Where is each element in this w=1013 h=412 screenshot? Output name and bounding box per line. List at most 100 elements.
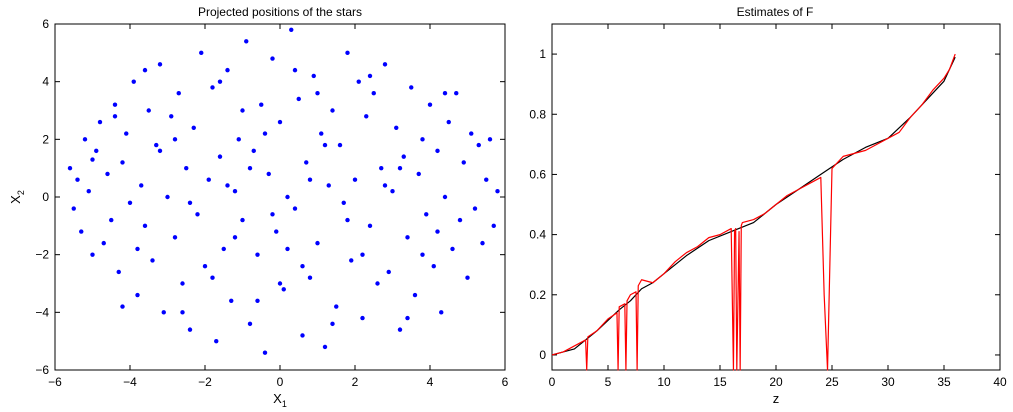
scatter-point: [435, 229, 440, 234]
scatter-point: [319, 131, 324, 136]
scatter-point: [82, 137, 88, 142]
scatter-point: [292, 67, 298, 73]
scatter-point: [244, 39, 249, 44]
scatter-point: [326, 183, 331, 188]
scatter-point: [232, 235, 238, 240]
line-series-group: [551, 53, 956, 371]
scatter-point: [277, 119, 283, 125]
scatter-panel: Projected positions of the stars −6 −4 −2 0…: [8, 5, 509, 409]
scatter-point: [307, 177, 313, 182]
scatter-point: [71, 206, 76, 211]
line-x-tick-label: 35: [937, 375, 951, 389]
scatter-point: [236, 137, 241, 142]
scatter-point: [240, 108, 245, 113]
scatter-point: [311, 73, 316, 79]
scatter-point: [442, 91, 448, 96]
scatter-point: [112, 102, 118, 107]
scatter-point: [109, 217, 114, 223]
scatter-point: [270, 56, 275, 61]
scatter-point: [412, 292, 418, 298]
scatter-point: [386, 269, 391, 275]
scatter-x-tick-label: −4: [123, 375, 137, 389]
scatter-point: [382, 62, 388, 67]
scatter-point: [405, 315, 410, 321]
scatter-point: [240, 217, 245, 223]
scatter-point: [169, 114, 174, 119]
scatter-point: [172, 137, 178, 142]
scatter-point: [439, 310, 444, 315]
scatter-point: [484, 177, 489, 182]
scatter-point: [461, 160, 466, 165]
scatter-point: [420, 137, 425, 142]
scatter-point: [135, 246, 140, 252]
line-y-tick-label: 0.8: [529, 107, 546, 121]
scatter-point: [86, 189, 91, 194]
line-x-tick-label: 10: [657, 375, 671, 389]
scatter-point: [397, 327, 403, 332]
line-x-tick-label: 5: [605, 375, 612, 389]
scatter-point: [165, 194, 170, 200]
scatter-point: [67, 165, 73, 171]
scatter-point: [442, 194, 448, 200]
scatter-point: [262, 131, 268, 136]
scatter-x-tick-label: 2: [352, 375, 359, 389]
scatter-point: [217, 154, 223, 159]
line-series-red: [551, 53, 956, 371]
scatter-y-tick-label: 4: [42, 75, 49, 89]
scatter-point: [187, 200, 193, 205]
scatter-point: [469, 131, 474, 136]
scatter-point: [232, 189, 238, 194]
scatter-point: [424, 212, 429, 217]
line-x-tick-label: 25: [825, 375, 839, 389]
scatter-point: [495, 189, 500, 194]
scatter-point: [420, 252, 425, 257]
scatter-point: [289, 27, 294, 32]
scatter-point: [345, 217, 350, 223]
scatter-point: [435, 148, 440, 154]
scatter-point: [180, 281, 185, 286]
line-y-tick-label: 0.4: [529, 228, 546, 242]
scatter-point: [401, 154, 406, 159]
scatter-point: [274, 229, 279, 234]
scatter-point: [199, 50, 204, 56]
scatter-point: [221, 246, 226, 252]
scatter-point: [191, 125, 196, 130]
line-y-tick-label: 0: [539, 348, 546, 362]
scatter-point: [217, 79, 223, 84]
scatter-point: [142, 67, 148, 73]
scatter-point: [379, 165, 384, 171]
scatter-point: [409, 85, 414, 90]
scatter-point: [142, 223, 148, 229]
line-panel: Estimates of F 0 5 10 15 20 25 30 35 40 0 0.2 0.4 0.…: [529, 5, 1007, 406]
scatter-point: [210, 85, 215, 90]
scatter-point: [330, 108, 335, 113]
scatter-point: [472, 206, 478, 211]
scatter-point: [105, 171, 110, 177]
scatter-point: [457, 217, 463, 223]
scatter-point: [454, 91, 459, 96]
scatter-point: [367, 223, 373, 229]
scatter-x-tick-label: −6: [48, 375, 62, 389]
scatter-point: [300, 264, 305, 269]
scatter-x-tick-label: −2: [198, 375, 212, 389]
scatter-point: [427, 102, 433, 107]
scatter-point: [341, 200, 346, 205]
scatter-point: [255, 252, 260, 257]
scatter-point: [154, 142, 159, 148]
scatter-point: [266, 171, 271, 177]
scatter-point: [296, 96, 301, 102]
scatter-point: [251, 148, 256, 154]
scatter-point: [292, 206, 298, 211]
line-x-tick-label: 30: [881, 375, 895, 389]
scatter-x-axis-label: X1: [273, 391, 287, 409]
scatter-point: [195, 212, 200, 217]
scatter-point: [120, 160, 125, 165]
scatter-y-tick-label: 6: [42, 17, 49, 31]
scatter-point: [322, 142, 328, 148]
scatter-point: [255, 298, 260, 303]
scatter-point: [371, 91, 376, 96]
scatter-point: [157, 148, 163, 154]
scatter-point: [146, 108, 151, 113]
line-y-tick-label: 0.6: [529, 167, 546, 181]
